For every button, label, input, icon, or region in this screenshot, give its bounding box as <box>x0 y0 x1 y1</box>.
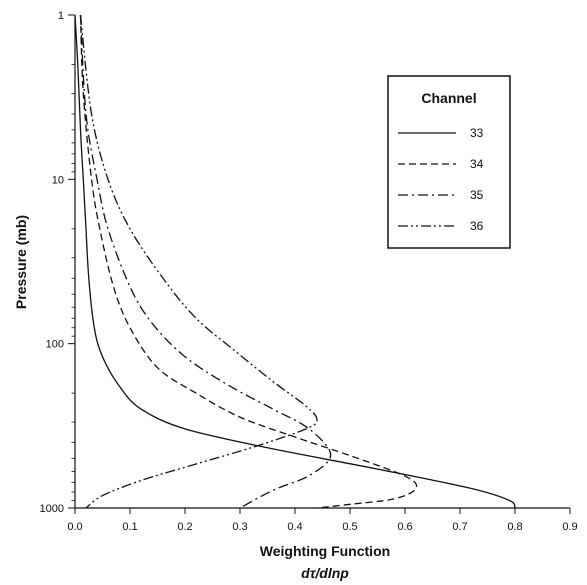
legend-box <box>387 75 511 249</box>
x-tick-label: 0.0 <box>67 521 82 533</box>
y-tick-label: 1 <box>58 10 64 22</box>
legend-title: Channel <box>421 90 476 106</box>
series-line-35 <box>79 14 332 509</box>
legend-label-35: 35 <box>470 188 484 202</box>
y-tick-label: 100 <box>46 339 64 351</box>
series-line-36 <box>79 14 318 509</box>
x-tick-label: 0.4 <box>287 521 302 533</box>
x-tick-label: 0.8 <box>507 521 522 533</box>
x-tick-label: 0.3 <box>232 521 247 533</box>
x-axis-subtitle: dτ/dlnp <box>301 565 349 581</box>
y-axis-title: Pressure (mb) <box>13 215 29 309</box>
x-tick-label: 0.6 <box>397 521 412 533</box>
series-line-34 <box>79 14 418 509</box>
x-tick-label: 0.9 <box>562 521 577 533</box>
x-tick-label: 0.7 <box>452 521 467 533</box>
y-tick-label: 1000 <box>40 503 64 515</box>
x-tick-label: 0.2 <box>177 521 192 533</box>
plot-area: 0.0 0.1 0.2 0.3 0.4 0.5 0.6 0.7 0.8 0.9 1 10 100 1000 <box>40 10 578 533</box>
legend: Channel 33 34 35 36 <box>387 75 511 249</box>
legend-label-36: 36 <box>470 219 484 233</box>
y-tick-label: 10 <box>52 174 64 186</box>
legend-label-33: 33 <box>470 126 484 140</box>
legend-label-34: 34 <box>470 157 484 171</box>
x-tick-label: 0.1 <box>122 521 137 533</box>
series-line-33 <box>74 14 516 509</box>
x-axis-title: Weighting Function <box>260 543 390 559</box>
x-tick-label: 0.5 <box>342 521 357 533</box>
